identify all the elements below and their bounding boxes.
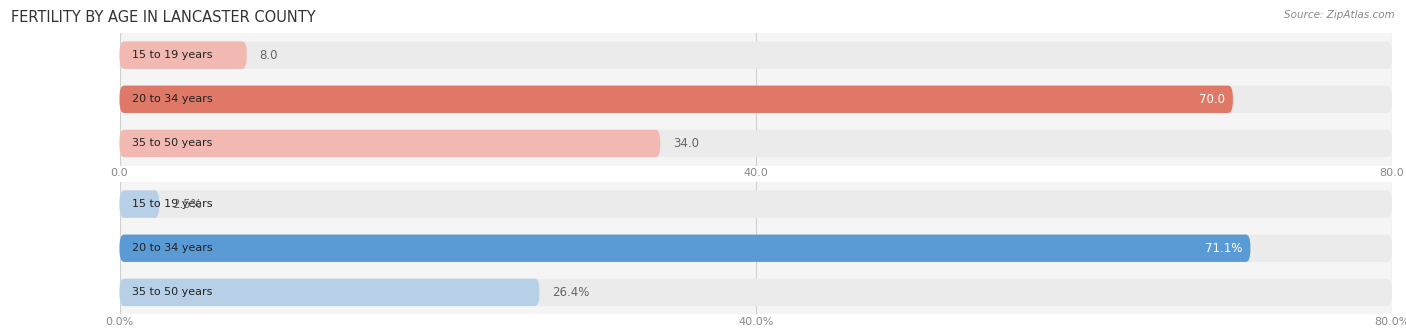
Text: Source: ZipAtlas.com: Source: ZipAtlas.com xyxy=(1284,10,1395,20)
Text: 70.0: 70.0 xyxy=(1199,93,1225,106)
FancyBboxPatch shape xyxy=(120,130,1392,157)
Text: 15 to 19 years: 15 to 19 years xyxy=(132,199,212,209)
Text: 71.1%: 71.1% xyxy=(1205,242,1243,255)
Text: 35 to 50 years: 35 to 50 years xyxy=(132,287,212,297)
Text: 8.0: 8.0 xyxy=(260,49,278,62)
Text: 2.5%: 2.5% xyxy=(172,198,201,211)
FancyBboxPatch shape xyxy=(120,86,1392,113)
FancyBboxPatch shape xyxy=(120,41,247,69)
Text: 20 to 34 years: 20 to 34 years xyxy=(132,94,212,104)
FancyBboxPatch shape xyxy=(120,130,661,157)
FancyBboxPatch shape xyxy=(120,41,1392,69)
FancyBboxPatch shape xyxy=(120,279,540,306)
FancyBboxPatch shape xyxy=(120,235,1392,262)
Text: 35 to 50 years: 35 to 50 years xyxy=(132,138,212,148)
Text: FERTILITY BY AGE IN LANCASTER COUNTY: FERTILITY BY AGE IN LANCASTER COUNTY xyxy=(11,10,316,25)
Text: 34.0: 34.0 xyxy=(673,137,699,150)
FancyBboxPatch shape xyxy=(120,190,159,218)
Text: 20 to 34 years: 20 to 34 years xyxy=(132,243,212,253)
FancyBboxPatch shape xyxy=(120,190,1392,218)
Text: 15 to 19 years: 15 to 19 years xyxy=(132,50,212,60)
FancyBboxPatch shape xyxy=(120,279,1392,306)
Text: 26.4%: 26.4% xyxy=(553,286,589,299)
FancyBboxPatch shape xyxy=(120,86,1233,113)
FancyBboxPatch shape xyxy=(120,235,1250,262)
